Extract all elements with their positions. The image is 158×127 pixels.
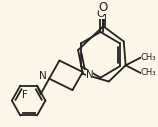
Text: O: O <box>99 1 108 14</box>
Text: CH₃: CH₃ <box>141 53 156 62</box>
Text: N: N <box>85 70 93 80</box>
Text: CH₃: CH₃ <box>141 68 156 77</box>
Text: O: O <box>96 9 105 19</box>
Text: F: F <box>22 90 28 100</box>
Text: N: N <box>39 71 46 81</box>
